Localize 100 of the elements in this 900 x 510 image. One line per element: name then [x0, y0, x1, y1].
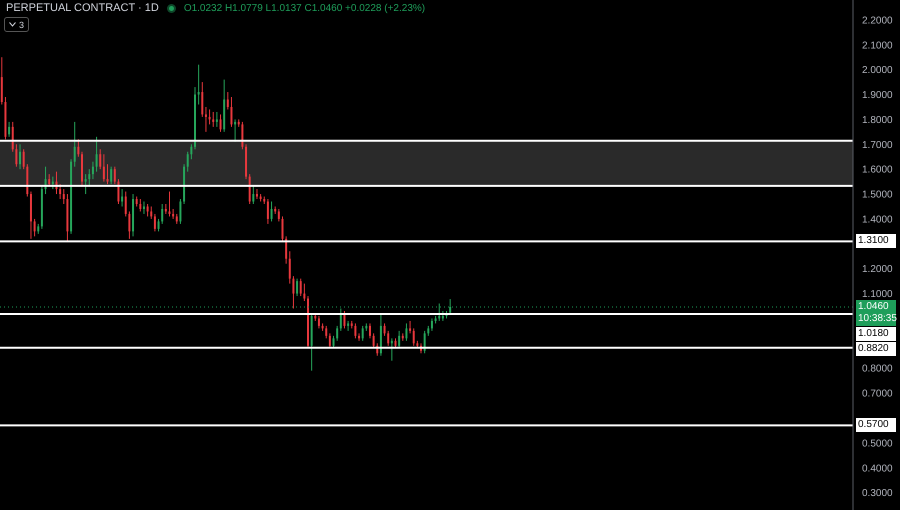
candlestick: [398, 330, 400, 349]
y-tick-label: 0.4000: [862, 463, 894, 474]
candlestick: [12, 121, 14, 152]
candlestick: [442, 310, 444, 322]
candlestick: [8, 121, 10, 138]
candlestick: [201, 82, 204, 118]
candlestick: [430, 318, 433, 332]
candlestick: [412, 328, 415, 346]
candlestick: [303, 283, 306, 302]
candlestick: [92, 161, 94, 180]
candlestick: [161, 204, 164, 224]
candlestick: [325, 325, 328, 339]
annotation: 3: [19, 20, 24, 30]
candlestick: [48, 174, 50, 188]
candlestick: [384, 322, 386, 336]
candlestick: [226, 92, 229, 110]
y-tick-label: 1.6000: [862, 164, 894, 176]
candlestick: [22, 148, 25, 170]
candlestick: [158, 218, 160, 232]
y-tick-label: 0.5000: [862, 438, 894, 450]
candlestick: [84, 174, 87, 195]
candlestick: [96, 136, 98, 172]
candlestick: [121, 188, 124, 207]
y-tick-label: 0.7000: [862, 388, 894, 400]
candlestick: [19, 144, 22, 170]
chart-title: PERPETUAL CONTRACT · 1D: [6, 2, 159, 14]
candlestick: [296, 278, 298, 297]
candlestick: [234, 118, 236, 142]
y-tick-label: 1.1000: [862, 289, 894, 300]
candlestick: [146, 204, 149, 217]
candlestick: [362, 325, 364, 342]
candlestick: [347, 320, 350, 332]
y-tick-label: 1.5000: [862, 190, 894, 201]
candlestick: [336, 325, 338, 342]
candlestick: [405, 322, 408, 342]
candlestick: [270, 201, 273, 222]
candlestick: [106, 164, 109, 185]
y-tick-label: 0.8000: [862, 364, 894, 375]
y-tick-label: 1.2000: [862, 264, 894, 276]
candlestick: [387, 330, 390, 346]
candlestick: [372, 332, 375, 349]
candlestick: [37, 223, 40, 234]
candlestick: [368, 322, 371, 339]
candlestick: [318, 315, 320, 329]
y-tick-label: 1.7000: [862, 140, 894, 151]
candlestick: [136, 196, 138, 207]
y-tick-label: 2.0000: [862, 65, 894, 76]
candlestick: [52, 176, 54, 190]
ref-line-label: 0.5700: [856, 418, 896, 432]
y-tick-label: 1.4000: [862, 214, 894, 226]
candlestick: [292, 276, 294, 309]
ref-line-label: 1.0180: [856, 326, 896, 341]
candlestick: [409, 320, 412, 334]
y-tick-label: 2.2000: [862, 15, 894, 26]
candlestick: [216, 111, 218, 128]
candlestick: [176, 213, 178, 224]
candlestick: [390, 338, 393, 362]
candlestick: [266, 198, 269, 224]
candlestick: [142, 201, 145, 214]
y-tick-label: 2.1000: [862, 40, 894, 52]
candlestick: [186, 151, 189, 172]
candlestick: [172, 208, 174, 220]
ref-line-label: 1.3100: [856, 234, 896, 248]
candlestick: [281, 216, 284, 242]
candlestick: [198, 64, 200, 105]
candlestick: [288, 250, 291, 284]
y-tick-label: 1.9000: [862, 90, 894, 102]
candlestick: [139, 198, 142, 212]
candlestick: [15, 144, 18, 168]
candlestick: [128, 210, 130, 240]
candlestick: [208, 108, 211, 125]
candlestick: [150, 206, 152, 220]
y-tick-label: 0.3000: [862, 488, 894, 500]
candlestick: [427, 325, 430, 336]
candlestick: [230, 96, 232, 128]
candlestick: [220, 114, 222, 132]
ref-line-label: 0.8820: [856, 342, 896, 356]
candlestick: [256, 188, 258, 200]
candlestick: [300, 278, 302, 297]
candlestick: [74, 121, 76, 168]
candlestick: [354, 322, 356, 339]
candlestick: [190, 144, 192, 160]
candlestick: [117, 178, 120, 204]
candlestick: [168, 191, 170, 217]
candlestick: [99, 148, 102, 170]
candlestick: [154, 213, 156, 232]
candlestick: [34, 218, 36, 237]
candlestick: [77, 138, 80, 158]
candlestick: [102, 154, 105, 182]
candlestick: [252, 186, 254, 204]
annotation: O1.0232 H1.0779 L1.0137 C1.0460 +0.0228 (+2.23%): [184, 2, 426, 14]
candlestick: [204, 106, 207, 132]
candlestick: [179, 198, 182, 224]
candlestick: [241, 121, 244, 150]
candlestick: [212, 111, 214, 128]
candlestick: [110, 166, 112, 185]
candlestick: [88, 168, 90, 188]
y-tick-label: 1.8000: [862, 114, 894, 126]
candlestick: [394, 338, 396, 349]
candlestick: [278, 208, 280, 222]
